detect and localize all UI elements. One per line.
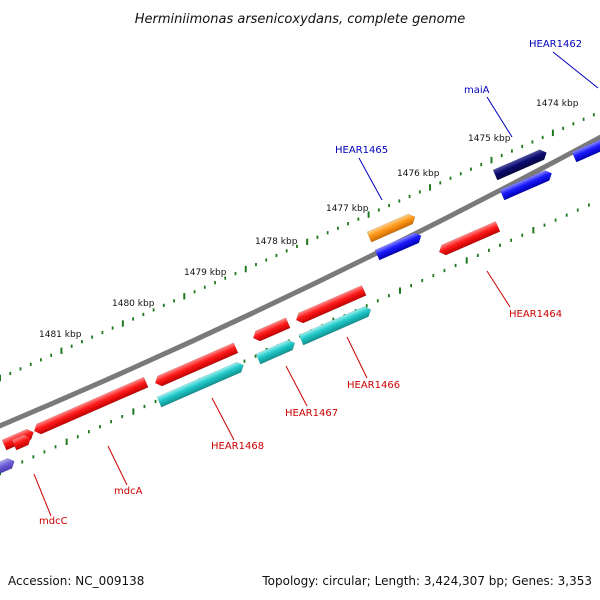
label-leader-line <box>486 270 511 308</box>
label-leader-line <box>285 365 308 407</box>
genome-stats-text: Topology: circular; Length: 3,424,307 bp… <box>262 574 592 588</box>
orange-gene-feature[interactable] <box>366 212 417 243</box>
gene-label-hear1465[interactable]: HEAR1465 <box>335 145 388 156</box>
ruler-tick-label: 1481 kbp <box>39 330 82 340</box>
red-gene-feature[interactable] <box>251 317 291 343</box>
red-gene-feature[interactable] <box>437 220 501 257</box>
gene-label-hear1468[interactable]: HEAR1468 <box>211 441 264 452</box>
label-leader-line <box>486 96 513 138</box>
gene-label-hear1464[interactable]: HEAR1464 <box>509 309 562 320</box>
gene-label-mdca[interactable]: mdcA <box>114 486 143 497</box>
gene-label-mdcc[interactable]: mdcC <box>39 516 68 527</box>
blue-gene-feature[interactable] <box>571 136 600 163</box>
ruler-tick-label: 1474 kbp <box>536 99 579 109</box>
label-leader-line <box>552 51 599 89</box>
gene-label-hear1467[interactable]: HEAR1467 <box>285 408 338 419</box>
blue-gene-feature[interactable] <box>499 168 554 201</box>
violet-gene-feature[interactable] <box>0 456 17 476</box>
ruler-tick-label: 1480 kbp <box>112 299 155 309</box>
navy-gene-feature[interactable] <box>492 148 549 181</box>
ruler-tick-label: 1475 kbp <box>468 134 511 144</box>
ruler-tick-label: 1477 kbp <box>326 204 369 214</box>
label-leader-lines <box>33 51 599 517</box>
red-gene-feature[interactable] <box>11 433 33 451</box>
genome-backbone <box>0 134 600 429</box>
ruler-tick-label: 1476 kbp <box>397 169 440 179</box>
cyan-gene-feature[interactable] <box>156 360 246 408</box>
red-gene-feature[interactable] <box>294 284 367 325</box>
gene-features <box>0 136 600 476</box>
gene-label-hear1466[interactable]: HEAR1466 <box>347 380 400 391</box>
label-leader-line <box>33 473 52 517</box>
label-leader-line <box>211 397 235 441</box>
cyan-gene-feature[interactable] <box>255 338 297 365</box>
label-leader-line <box>107 445 128 486</box>
label-leader-line <box>346 336 368 379</box>
blue-gene-feature[interactable] <box>374 231 423 261</box>
gene-labels: HEAR1462 maiA HEAR1465 HEAR1464 HEAR1466… <box>39 39 582 527</box>
red-gene-feature[interactable] <box>153 342 239 388</box>
red-gene-feature[interactable] <box>32 376 149 436</box>
accession-text: Accession: NC_009138 <box>8 574 145 588</box>
gene-label-hear1462[interactable]: HEAR1462 <box>529 39 582 50</box>
ruler-tick-label: 1478 kbp <box>255 237 298 247</box>
ruler-dots <box>0 113 595 382</box>
ruler-tick-labels: 1474 kbp 1475 kbp 1476 kbp 1477 kbp 1478… <box>39 99 579 340</box>
map-title: Herminiimonas arsenicoxydans, complete g… <box>135 12 465 27</box>
ruler-tick-label: 1479 kbp <box>184 268 227 278</box>
cyan-gene-feature[interactable] <box>298 305 373 346</box>
gene-label-maia[interactable]: maiA <box>464 85 490 96</box>
label-leader-line <box>358 157 383 201</box>
